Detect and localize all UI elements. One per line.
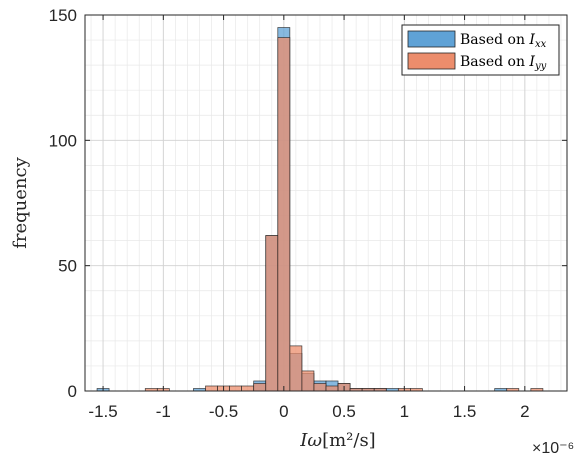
grid — [85, 14, 567, 392]
legend-label-series-1: Based on Ixx — [460, 32, 547, 50]
bars — [96, 27, 544, 392]
bar-series-2 — [229, 385, 243, 392]
x-tick-label: -1.5 — [88, 402, 117, 421]
legend-swatch-series-2 — [407, 52, 456, 70]
bar-series-2 — [277, 37, 291, 392]
legend-swatch-series-1 — [407, 30, 456, 48]
bar-series-2 — [265, 235, 279, 392]
bar-series-2 — [313, 383, 327, 392]
bar-series-2 — [253, 383, 267, 392]
x-tick-label: 0 — [279, 402, 288, 421]
bar-series-2 — [205, 385, 218, 392]
x-axis-multiplier: ×10⁻⁶ — [532, 440, 574, 457]
x-tick-label: 2 — [520, 402, 529, 421]
y-tick-label: 0 — [68, 382, 77, 401]
x-axis-label: Iω[m²/s] — [299, 430, 375, 451]
x-tick-label: 0.5 — [332, 402, 356, 421]
y-tick-label: 100 — [49, 131, 77, 150]
bar-series-2 — [289, 345, 303, 392]
axis-ticks: -1.5 -1 -0.5 0 0.5 1 1.5 2 0 50 100 150 — [49, 6, 567, 421]
x-axis-symbol: Iω — [299, 430, 322, 451]
x-tick-label: -0.5 — [209, 402, 238, 421]
x-axis-unit: [m²/s] — [322, 430, 376, 451]
bar-series-2 — [301, 370, 315, 392]
bar-series-2 — [325, 385, 339, 392]
bar-series-2 — [241, 385, 255, 392]
x-tick-label: 1 — [400, 402, 409, 421]
x-tick-label: 1.5 — [453, 402, 477, 421]
x-tick-label: -1 — [156, 402, 171, 421]
y-tick-label: 150 — [49, 6, 77, 25]
plot-area-frame — [84, 14, 568, 392]
legend-label-series-2: Based on Iyy — [460, 54, 547, 72]
y-tick-label: 50 — [58, 257, 77, 276]
y-axis-label: frequency — [10, 156, 31, 248]
legend: Based on Ixx Based on Iyy — [401, 24, 560, 76]
